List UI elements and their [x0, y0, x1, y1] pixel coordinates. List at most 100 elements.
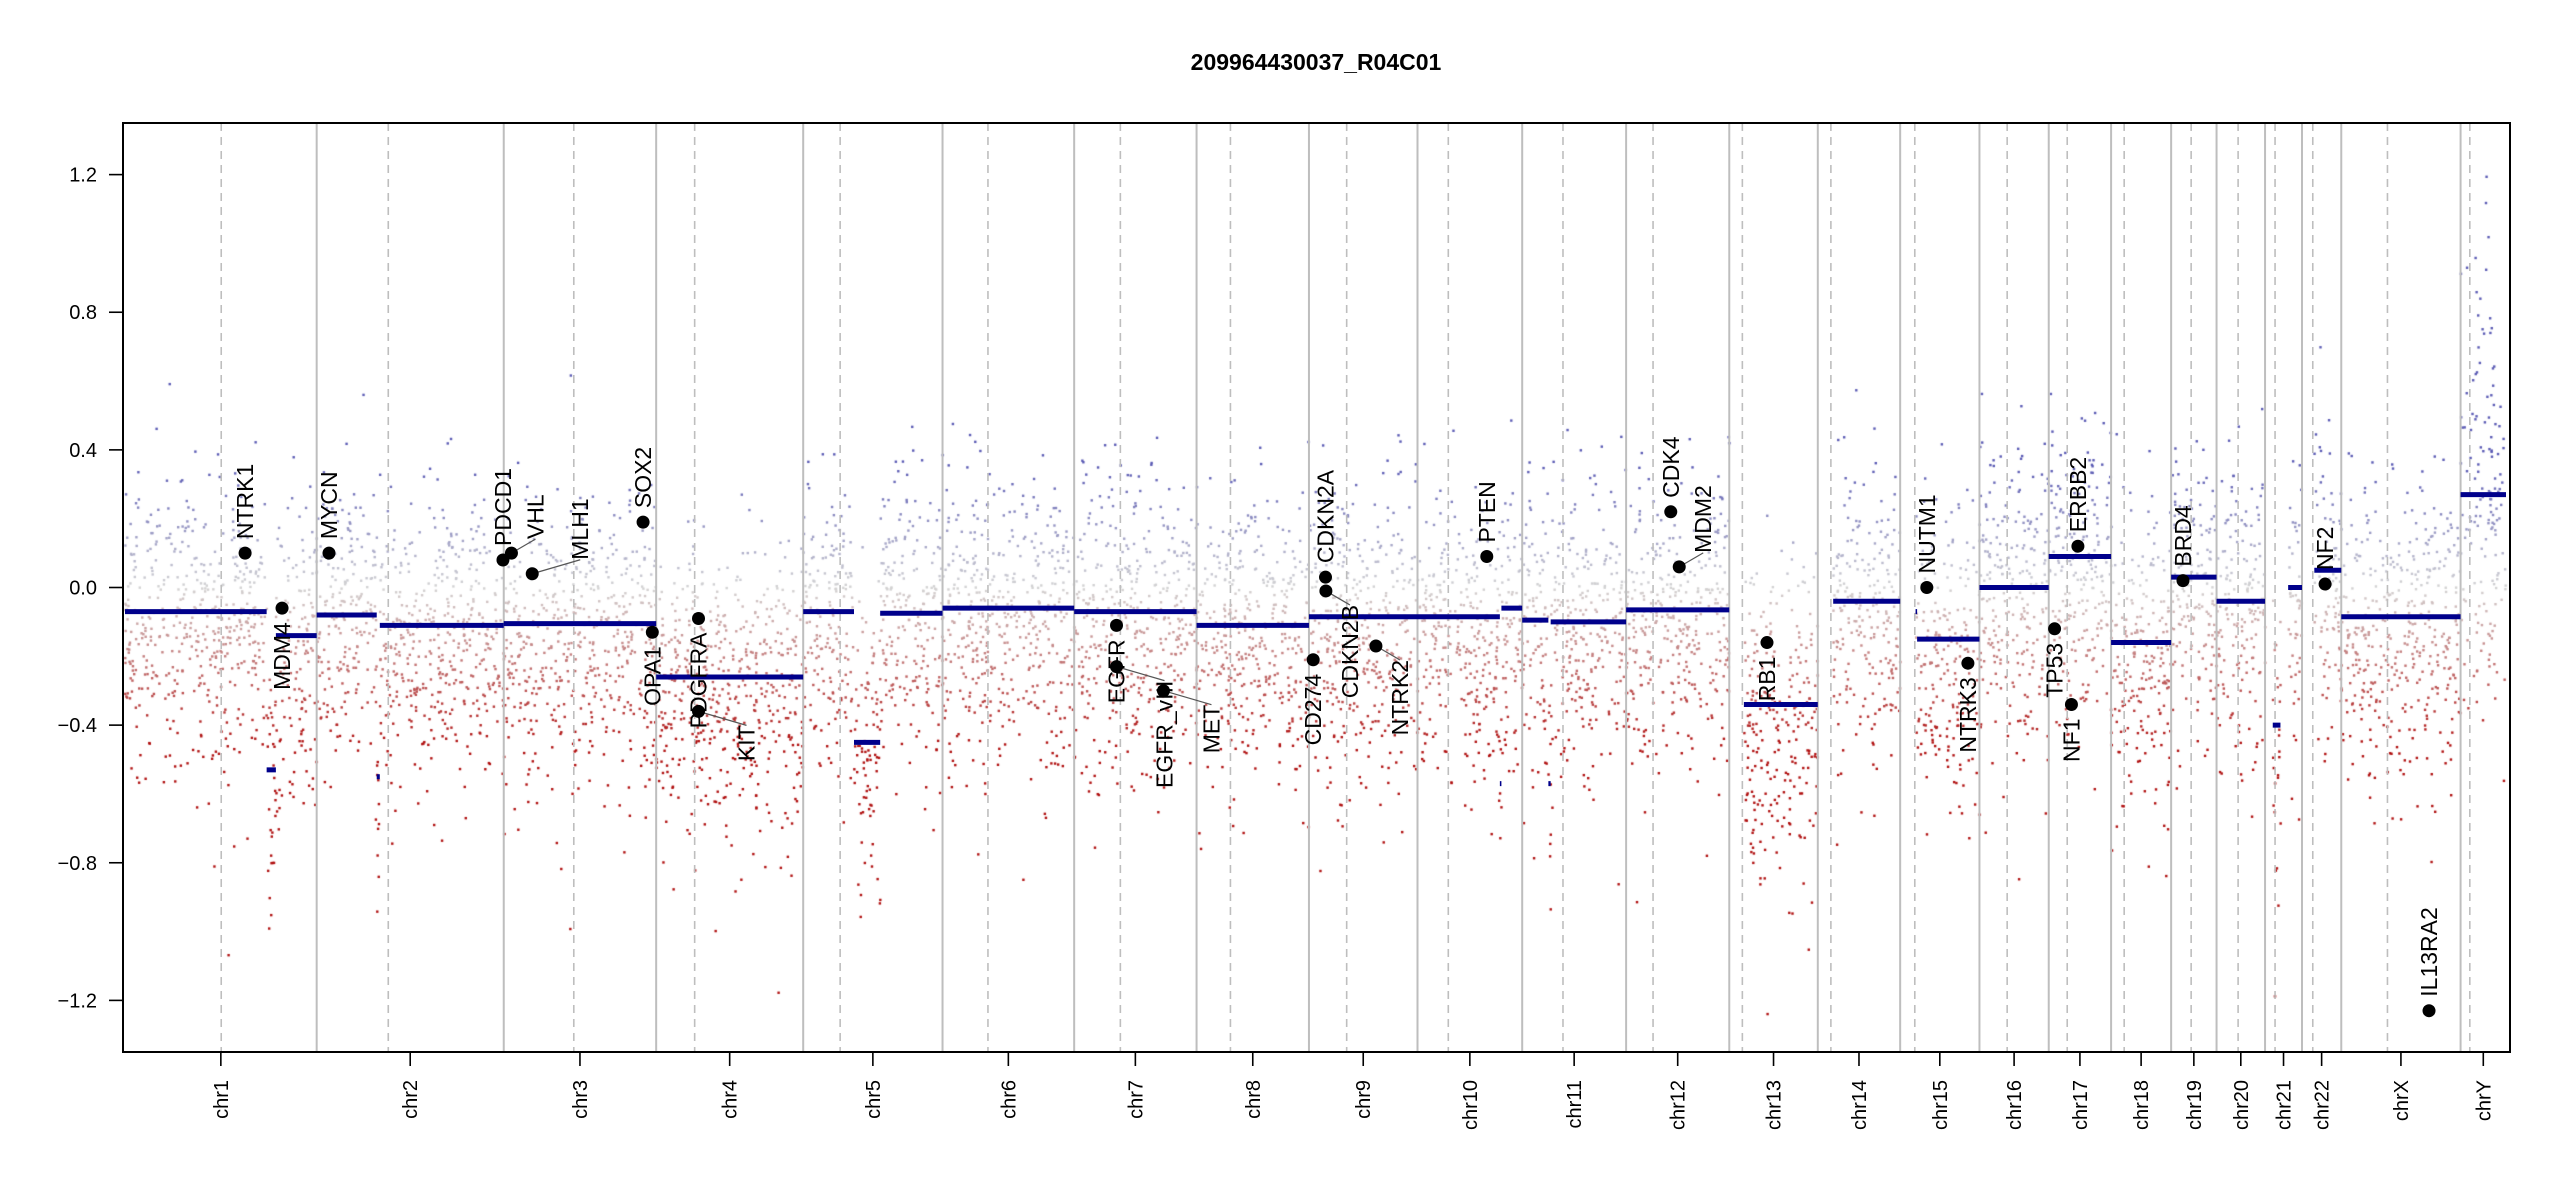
gene-point [636, 515, 650, 529]
y-tick-label: −0.8 [58, 853, 97, 875]
x-tick-label: chrY [2473, 1080, 2495, 1121]
gene-point [1920, 581, 1934, 594]
gene-label: SOX2 [630, 447, 656, 508]
gene-label-leader [1163, 690, 1212, 706]
x-tick-label: chr8 [1243, 1080, 1265, 1119]
gene-point [692, 611, 706, 625]
gene-point [2422, 1004, 2436, 1018]
gene-label: NTRK1 [232, 464, 258, 539]
gene-point [1672, 560, 1686, 574]
y-tick-label: 1.2 [69, 165, 97, 187]
x-tick-label: chr5 [863, 1080, 885, 1119]
gene-label: CDKN2A [1313, 469, 1339, 563]
x-tick-label: chr9 [1353, 1080, 1375, 1119]
gene-label: NF1 [2058, 718, 2084, 761]
x-tick-label: chr21 [2274, 1080, 2296, 1130]
gene-label: OPA1 [639, 646, 665, 706]
gene-point [1760, 636, 1774, 650]
gene-label: NTRK2 [1387, 660, 1413, 735]
x-tick-label: chr18 [2131, 1080, 2153, 1130]
gene-point [238, 546, 252, 560]
y-tick-label: 0.8 [69, 302, 97, 324]
y-tick-label: −0.4 [58, 715, 97, 737]
x-tick-label: chr13 [1764, 1080, 1786, 1130]
x-tick-label: chr22 [2312, 1080, 2334, 1130]
gene-label-leader [532, 559, 581, 575]
x-tick-label: chr15 [1930, 1080, 1952, 1130]
x-tick-label: chr7 [1125, 1080, 1147, 1119]
gene-label: MDM2 [1690, 485, 1716, 553]
gene-label: CD274 [1300, 674, 1326, 746]
gene-label: CDK4 [1658, 436, 1684, 498]
x-tick-label: chr19 [2184, 1080, 2206, 1130]
x-tick-label: chrX [2391, 1080, 2413, 1121]
x-tick-label: chr12 [1668, 1080, 1690, 1130]
x-tick-label: chr6 [998, 1080, 1020, 1119]
gene-point [645, 625, 659, 639]
gene-label: NTRK3 [1955, 677, 1981, 752]
gene-point [692, 704, 706, 718]
x-tick-label: chr17 [2070, 1080, 2092, 1130]
gene-point [1319, 570, 1333, 584]
gene-point [1319, 584, 1333, 598]
chromosome-boundaries [220, 123, 2471, 1052]
gene-point [2064, 697, 2078, 711]
gene-label: NF2 [2312, 527, 2338, 570]
gene-label: RB1 [1754, 657, 1780, 702]
gene-point [504, 546, 518, 560]
gene-point [1110, 660, 1124, 674]
y-tick-label: 0.0 [69, 578, 97, 600]
y-tick-label: 0.4 [69, 440, 97, 462]
x-tick-label: chr16 [2004, 1080, 2026, 1130]
x-tick-label: chr3 [570, 1080, 592, 1119]
gene-label: TP53 [2042, 643, 2068, 698]
gene-point [1961, 656, 1975, 670]
gene-label: ERBB2 [2065, 457, 2091, 532]
gene-label: MDM4 [269, 622, 295, 690]
gene-point [1369, 639, 1383, 653]
gene-point [2318, 577, 2332, 591]
plot-frame [122, 122, 2511, 1053]
gene-label: IL13RA2 [2416, 907, 2442, 997]
x-tick-label: chr11 [1564, 1080, 1586, 1129]
gene-label: MLH1 [567, 498, 593, 559]
gene-label-leader [1116, 666, 1165, 682]
segments [125, 492, 2506, 787]
gene-label: VHL [522, 494, 548, 539]
chart-title: 209964430037_R04C01 [1191, 49, 1442, 75]
gene-point [1156, 684, 1170, 698]
x-tick-label: chr14 [1849, 1080, 1871, 1130]
x-tick-label: chr20 [2231, 1080, 2253, 1130]
gene-point [322, 546, 336, 560]
gene-label-leader [698, 710, 747, 726]
gene-label: PDCD1 [490, 468, 516, 546]
x-tick-label: chr10 [1460, 1080, 1482, 1130]
y-tick-label: −1.2 [58, 990, 97, 1012]
gene-label: MYCN [316, 471, 342, 539]
gene-label: NUTM1 [1914, 494, 1940, 573]
gene-label: EGFR_vIII [1152, 681, 1178, 788]
gene-point [2071, 539, 2085, 553]
y-axis: −1.2 −0.8 −0.4 0.0 0.4 0.8 1.2 [58, 165, 123, 1012]
x-tick-label: chr4 [720, 1080, 742, 1119]
gene-label: MET [1198, 705, 1224, 754]
x-axis: chr1 chr2 chr3 chr4 chr5 chr6 chr7 chr8 chr9 chr1… [211, 1052, 2495, 1130]
gene-point [275, 601, 289, 615]
gene-label: CDKN2B [1337, 605, 1363, 698]
gene-point [2176, 574, 2190, 588]
x-tick-label: chr2 [400, 1080, 422, 1119]
gene-label: KIT [734, 725, 760, 761]
gene-point [1480, 550, 1494, 564]
gene-label: BRD4 [2170, 505, 2196, 567]
gene-point [1306, 653, 1320, 667]
x-tick-label: chr1 [211, 1080, 233, 1119]
gene-point [1110, 618, 1124, 632]
gene-point [525, 567, 539, 581]
gene-label: PTEN [1474, 481, 1500, 542]
gene-point [1664, 505, 1678, 519]
gene-point [2048, 622, 2062, 636]
